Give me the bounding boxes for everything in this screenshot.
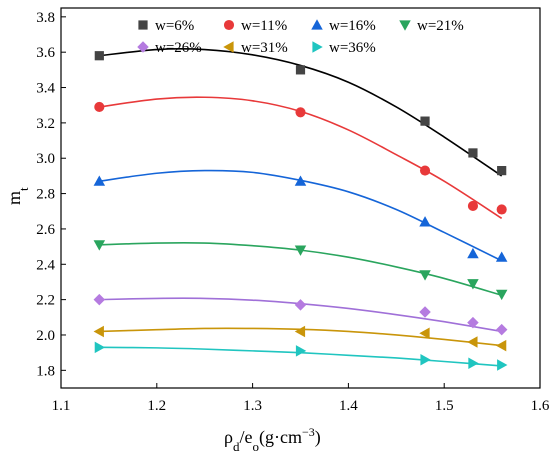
data-point bbox=[295, 345, 307, 357]
x-tick-label: 1.3 bbox=[243, 398, 262, 414]
data-point bbox=[94, 51, 104, 61]
x-tick-label: 1.4 bbox=[339, 398, 358, 414]
data-point bbox=[419, 165, 431, 176]
data-point bbox=[419, 270, 431, 281]
y-tick-label: 3.8 bbox=[36, 10, 55, 26]
legend-label: w=31% bbox=[241, 40, 288, 56]
y-tick-label: 2.0 bbox=[36, 328, 55, 344]
x-axis-label: ρd/eo(g·cm−3) bbox=[224, 425, 321, 454]
data-point bbox=[468, 357, 479, 370]
axis-ticks: 1.1 1.2 1.3 1.4 1.5 1.6 1.8 2.0 2.2 2.4 2.6 2.8 3.0 3… bbox=[36, 10, 550, 414]
data-point bbox=[295, 107, 306, 118]
data-point bbox=[495, 251, 508, 262]
y-tick-label: 3.0 bbox=[36, 151, 55, 167]
data-point bbox=[495, 339, 507, 352]
data-point bbox=[295, 65, 306, 75]
data-point bbox=[467, 316, 479, 329]
legend-label: w=11% bbox=[241, 18, 287, 34]
data-point bbox=[495, 289, 508, 301]
y-axis-label: mt bbox=[4, 187, 31, 205]
legend-label: w=26% bbox=[155, 40, 202, 56]
y-tick-label: 3.2 bbox=[36, 116, 55, 132]
legend: w=6% w=11% w=16% w=21% w=26% w=31% w=36% bbox=[137, 18, 464, 56]
y-tick-label: 3.6 bbox=[36, 45, 55, 61]
legend-marker bbox=[312, 41, 323, 53]
data-point bbox=[420, 116, 430, 126]
y-tick-label: 3.4 bbox=[36, 81, 55, 97]
y-tick-label: 2.4 bbox=[36, 257, 55, 273]
data-point bbox=[94, 101, 105, 113]
data-point bbox=[94, 341, 106, 354]
legend-label: w=6% bbox=[155, 18, 194, 34]
data-point bbox=[497, 359, 508, 371]
data-point bbox=[294, 245, 307, 256]
data-point bbox=[497, 166, 507, 176]
data-point bbox=[294, 325, 306, 338]
plot-frame bbox=[60, 7, 541, 389]
legend-label: w=36% bbox=[329, 40, 376, 56]
legend-marker bbox=[223, 41, 234, 53]
x-tick-label: 1.6 bbox=[531, 398, 550, 414]
data-point bbox=[93, 240, 106, 251]
legend-label: w=16% bbox=[329, 18, 376, 34]
legend-marker bbox=[138, 20, 148, 30]
data-point bbox=[467, 336, 478, 348]
legend-marker bbox=[223, 19, 235, 31]
data-point bbox=[419, 327, 430, 339]
y-tick-label: 2.6 bbox=[36, 222, 55, 238]
fit-lines bbox=[99, 48, 503, 367]
data-point bbox=[419, 216, 431, 227]
x-tick-label: 1.1 bbox=[52, 398, 71, 414]
y-tick-label: 2.2 bbox=[36, 293, 55, 309]
data-point bbox=[495, 323, 508, 336]
data-point bbox=[467, 200, 478, 212]
legend-marker bbox=[399, 20, 411, 31]
data-point bbox=[294, 299, 307, 311]
data-point bbox=[467, 279, 479, 290]
data-point bbox=[420, 353, 431, 366]
data-point bbox=[419, 306, 431, 318]
data-point bbox=[294, 175, 307, 186]
legend-marker bbox=[137, 41, 149, 53]
data-point bbox=[93, 325, 104, 338]
data-point bbox=[93, 175, 106, 186]
data-point bbox=[468, 148, 478, 158]
y-tick-label: 2.8 bbox=[36, 187, 55, 203]
legend-label: w=21% bbox=[417, 18, 464, 34]
data-points bbox=[93, 51, 508, 371]
data-point bbox=[496, 204, 507, 215]
data-point bbox=[467, 247, 479, 259]
y-tick-label: 1.8 bbox=[36, 363, 55, 379]
legend-marker bbox=[311, 19, 323, 30]
x-tick-label: 1.5 bbox=[435, 398, 454, 414]
x-tick-label: 1.2 bbox=[147, 398, 166, 414]
data-point bbox=[93, 293, 106, 306]
